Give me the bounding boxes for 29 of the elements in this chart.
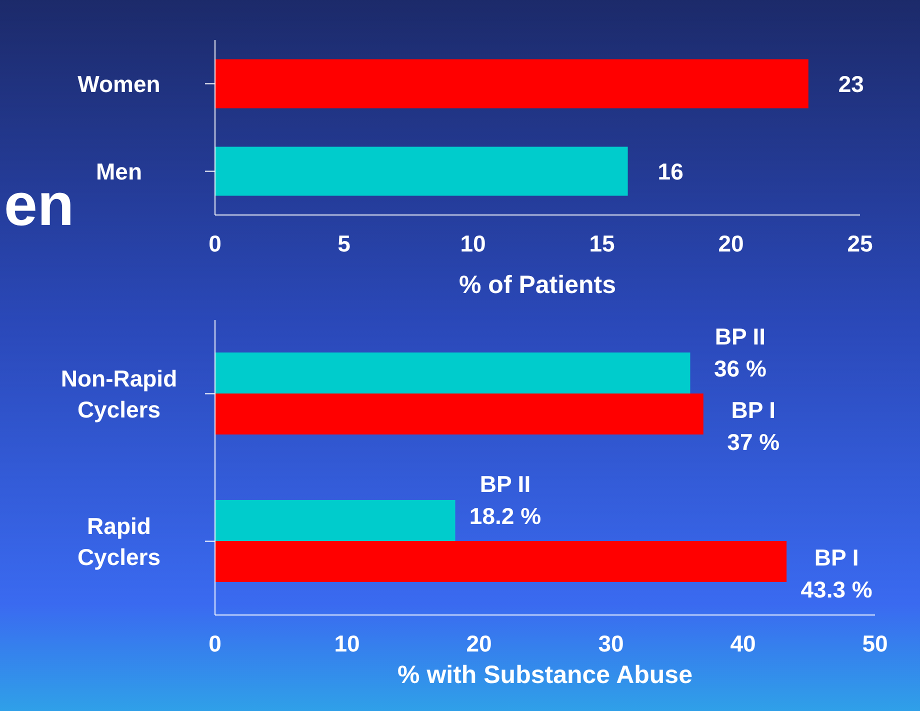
x-tick-label: 10 [334,630,360,656]
data-label: 18.2 % [469,502,542,529]
x-tick-label: 0 [208,230,222,256]
data-label: 36 % [714,355,766,382]
x-tick-label: 5 [338,230,351,256]
data-label: 23 [838,70,864,97]
x-tick-label: 25 [847,230,873,256]
y-tick-label: Men [96,158,142,184]
y-tick-label: Non-Rapid Cyclers [60,365,178,422]
y-tick-label: Rapid Cyclers [77,512,161,570]
series-label: BP I [731,396,776,423]
data-label: 43.3 % [800,576,872,602]
text: BP I [814,544,859,570]
x-tick-label: 20 [718,230,744,256]
y-tick-label: Women [78,70,160,97]
x-tick-label: 15 [589,230,615,256]
data-label: 16 [658,158,684,184]
x-tick-label: 0 [208,630,222,656]
data-label: 37 % [727,428,780,455]
text: en [4,170,74,239]
x-tick-label: 30 [598,630,624,656]
series-label: BP II [714,323,766,350]
x-tick-label: 50 [862,630,888,656]
x-axis-title: % of Patients [459,271,616,299]
text: BP II [480,470,531,497]
x-tick-label: 10 [460,230,486,256]
x-tick-label: 20 [466,630,492,656]
x-tick-label: 40 [730,630,756,656]
x-axis-title: % with Substance Abuse [398,661,693,689]
